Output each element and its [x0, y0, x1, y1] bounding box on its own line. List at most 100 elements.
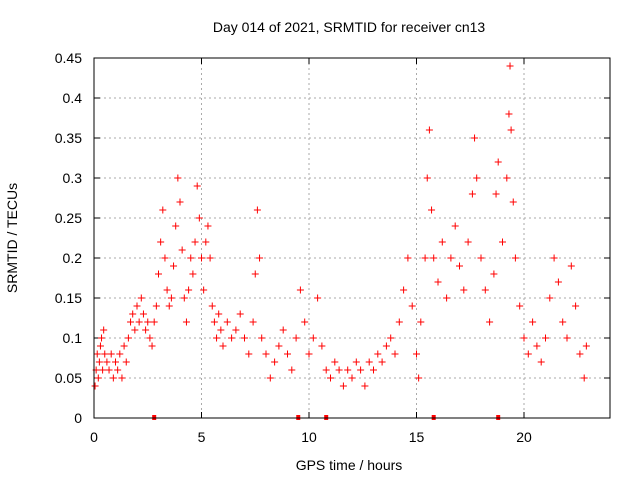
data-point — [232, 326, 240, 334]
data-point — [374, 350, 382, 358]
data-point — [425, 126, 433, 134]
data-point — [492, 190, 500, 198]
data-point — [131, 326, 139, 334]
data-point — [559, 318, 567, 326]
data-point — [468, 190, 476, 198]
data-point — [322, 366, 330, 374]
data-point — [520, 334, 528, 342]
data-point — [352, 358, 360, 366]
data-point — [275, 342, 283, 350]
data-point — [533, 342, 541, 350]
data-point — [434, 278, 442, 286]
x-tick-label: 0 — [90, 429, 98, 445]
data-point — [471, 134, 479, 142]
data-point — [509, 198, 517, 206]
data-point — [185, 286, 193, 294]
data-point — [516, 302, 524, 310]
data-point — [318, 342, 326, 350]
data-point — [93, 350, 101, 358]
data-point — [511, 254, 519, 262]
data-point — [96, 342, 104, 350]
data-point — [430, 254, 438, 262]
data-point — [266, 374, 274, 382]
data-point — [245, 350, 253, 358]
data-point — [370, 366, 377, 374]
x-axis-label: GPS time / hours — [296, 457, 403, 473]
data-point — [382, 342, 390, 350]
y-tick-label: 0.4 — [63, 90, 83, 106]
data-point — [391, 350, 399, 358]
data-point — [139, 310, 147, 318]
data-point — [129, 310, 137, 318]
data-point — [348, 374, 356, 382]
data-point — [415, 374, 423, 382]
data-point — [215, 310, 223, 318]
data-point — [301, 318, 309, 326]
data-point — [428, 206, 436, 214]
data-point — [554, 278, 562, 286]
data-point — [494, 158, 502, 166]
data-point — [206, 254, 214, 262]
data-point — [404, 254, 412, 262]
data-point — [202, 238, 210, 246]
data-point — [187, 254, 195, 262]
data-point — [331, 358, 339, 366]
axis-ticks: 0 5 10 15 20 0 0.05 0.1 0.15 0.2 0.25 0.3 0.35 0.4 0.4… — [55, 50, 610, 445]
data-point — [443, 294, 451, 302]
data-point — [198, 254, 205, 262]
data-point — [460, 286, 468, 294]
data-point — [447, 254, 455, 262]
data-point — [95, 358, 103, 366]
data-point — [204, 222, 212, 230]
data-point — [563, 334, 571, 342]
data-point — [99, 366, 107, 374]
data-point — [217, 326, 225, 334]
data-point — [296, 286, 304, 294]
data-point — [400, 286, 408, 294]
data-point — [200, 286, 208, 294]
data-point — [180, 294, 188, 302]
data-point — [118, 374, 126, 382]
data-point — [546, 294, 554, 302]
data-point — [335, 366, 343, 374]
data-point — [144, 318, 152, 326]
data-point — [464, 238, 472, 246]
data-point — [174, 174, 182, 182]
y-tick-label: 0.05 — [55, 370, 82, 386]
data-point — [249, 318, 257, 326]
data-point — [228, 334, 236, 342]
data-point — [473, 174, 481, 182]
data-point — [572, 302, 580, 310]
data-point — [271, 358, 279, 366]
grid-lines — [94, 58, 610, 418]
data-point — [309, 334, 317, 342]
data-point — [486, 318, 494, 326]
data-point — [165, 302, 173, 310]
data-point — [191, 238, 199, 246]
data-point — [213, 334, 221, 342]
data-point — [256, 254, 264, 262]
data-point — [155, 270, 162, 278]
data-point — [101, 350, 109, 358]
data-point — [507, 126, 515, 134]
data-point — [182, 318, 190, 326]
data-point — [506, 62, 514, 70]
data-point — [576, 350, 584, 358]
data-points — [91, 62, 590, 390]
data-point — [159, 206, 167, 214]
y-tick-label: 0.45 — [55, 50, 82, 66]
data-point — [152, 302, 160, 310]
data-point — [98, 334, 106, 342]
data-point — [378, 358, 386, 366]
data-point — [499, 238, 506, 246]
data-point — [481, 286, 489, 294]
data-point — [361, 382, 369, 390]
data-point — [258, 334, 266, 342]
data-point — [537, 358, 545, 366]
data-point — [284, 350, 291, 358]
plot-frame — [93, 57, 611, 419]
data-point — [505, 110, 513, 118]
data-point — [161, 254, 169, 262]
